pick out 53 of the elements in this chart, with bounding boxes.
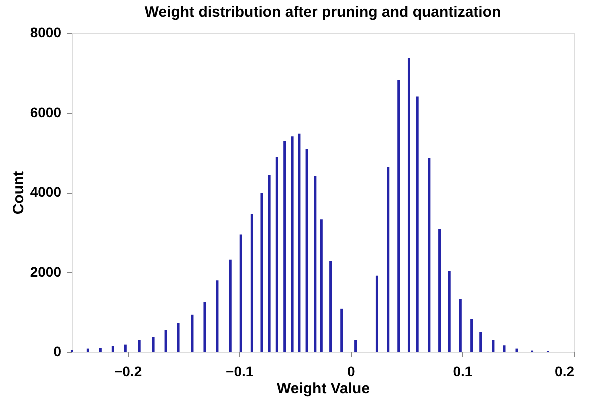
bar xyxy=(204,302,206,352)
x-tick-label: −0.2 xyxy=(114,364,142,380)
bar xyxy=(260,193,264,352)
bar xyxy=(516,348,518,352)
bar xyxy=(191,314,194,352)
bar xyxy=(492,340,495,352)
bar xyxy=(470,319,474,352)
bar xyxy=(428,158,431,352)
bar xyxy=(330,261,332,352)
bar xyxy=(398,80,400,352)
x-tick-label: 0.2 xyxy=(555,364,575,380)
x-tick-label: 0.1 xyxy=(453,364,473,380)
bar xyxy=(480,332,482,352)
bar xyxy=(354,340,358,352)
bar xyxy=(138,340,141,352)
bar xyxy=(306,149,308,352)
bar xyxy=(284,141,286,352)
bar xyxy=(408,58,410,352)
bar xyxy=(314,176,317,352)
chart-title: Weight distribution after pruning and quantization xyxy=(144,4,502,21)
y-axis-title: Count xyxy=(10,171,28,215)
bar xyxy=(268,175,271,352)
bar xyxy=(164,330,168,352)
bar xyxy=(99,348,102,352)
bar xyxy=(250,214,254,352)
bar xyxy=(124,344,127,352)
bar xyxy=(291,136,294,352)
y-tick-label: 2000 xyxy=(30,264,62,280)
bar xyxy=(459,299,462,352)
x-tick-label: −0.1 xyxy=(226,364,254,380)
x-axis-title: Weight Value xyxy=(276,380,370,398)
bar xyxy=(387,166,390,352)
y-tick-label: 0 xyxy=(54,344,62,360)
bar xyxy=(276,157,278,352)
x-tick-label: 0 xyxy=(347,364,356,380)
bar xyxy=(448,271,451,352)
bar xyxy=(112,346,114,352)
bar xyxy=(216,280,219,352)
y-tick-label: 4000 xyxy=(30,184,62,200)
bar xyxy=(340,308,344,352)
bar xyxy=(503,346,506,352)
bar xyxy=(240,234,242,352)
bar xyxy=(177,323,180,352)
bar xyxy=(229,260,232,352)
bar xyxy=(416,96,419,352)
bar xyxy=(152,337,155,352)
y-tick-label: 8000 xyxy=(30,24,62,40)
y-tick-label: 6000 xyxy=(30,104,62,120)
bar xyxy=(320,220,323,352)
bar xyxy=(376,276,378,352)
bar xyxy=(86,348,90,352)
bar xyxy=(438,229,442,352)
bar xyxy=(298,134,301,352)
